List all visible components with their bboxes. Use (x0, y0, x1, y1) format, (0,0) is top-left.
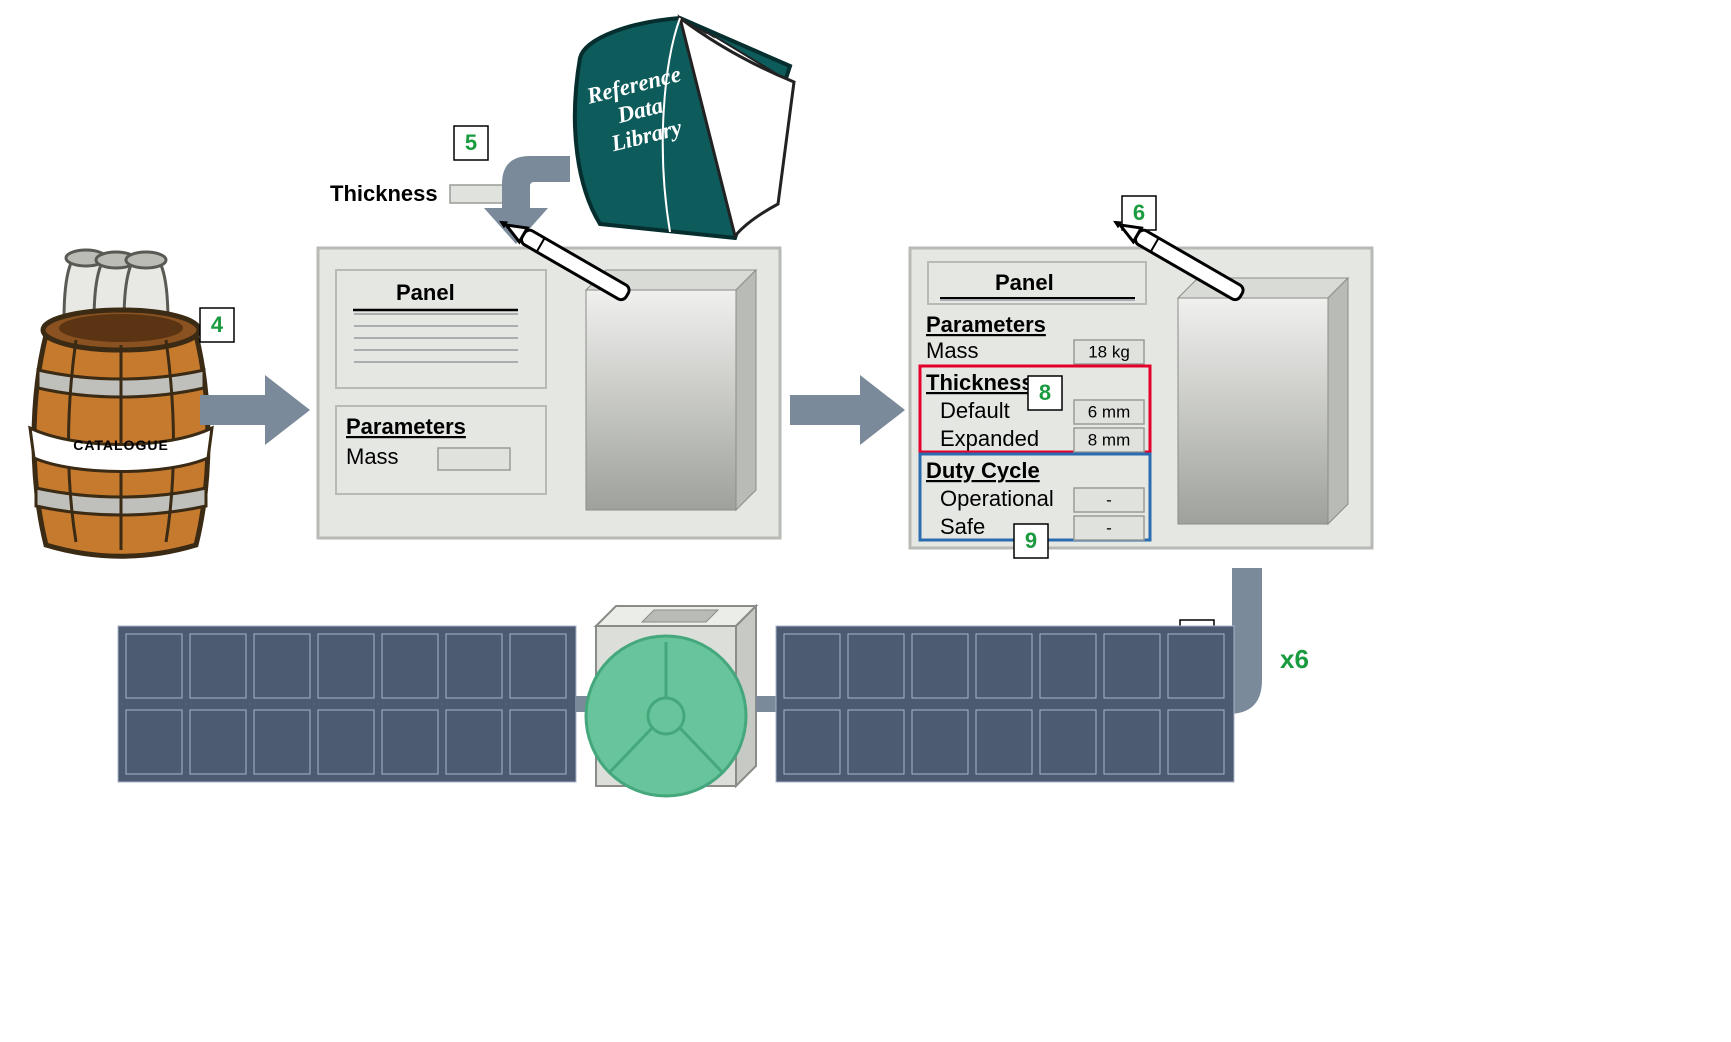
panel2-params-hdr: Parameters (926, 312, 1046, 337)
svg-text:4: 4 (211, 312, 224, 337)
panel2-default-label: Default (940, 398, 1010, 423)
arrow-4 (200, 375, 310, 445)
panel2-default-val: 6 mm (1088, 402, 1131, 421)
panel2-op-label: Operational (940, 486, 1054, 511)
step-4: 4 (200, 308, 234, 342)
panel2-duty-hdr: Duty Cycle (926, 458, 1040, 483)
panel1-title: Panel (396, 280, 455, 305)
catalogue-label: CATALOGUE (73, 437, 169, 453)
catalogue-barrel: CATALOGUE (30, 250, 212, 556)
panel2-mass-val: 18 kg (1088, 342, 1130, 361)
panel2-mass-label: Mass (926, 338, 979, 363)
svg-text:5: 5 (465, 130, 477, 155)
thickness-chip: Thickness (330, 181, 504, 206)
diagram: CATALOGUE 4 Panel Parameters Mass (0, 0, 1731, 1042)
panel1-mass-label: Mass (346, 444, 399, 469)
arrow-6 (790, 375, 905, 445)
panel-2: Panel Parameters Mass 18 kg Thickness De… (910, 248, 1372, 558)
panel2-safe-val: - (1106, 518, 1112, 537)
multiplier: x6 (1280, 644, 1309, 674)
step-5: 5 (454, 126, 488, 160)
panel2-expanded-label: Expanded (940, 426, 1039, 451)
panel1-params-hdr: Parameters (346, 414, 466, 439)
panel2-op-val: - (1106, 490, 1112, 509)
satellite (118, 606, 1234, 796)
panel2-expanded-val: 8 mm (1088, 430, 1131, 449)
svg-text:8: 8 (1039, 380, 1051, 405)
thickness-label: Thickness (330, 181, 438, 206)
svg-text:9: 9 (1025, 528, 1037, 553)
panel2-safe-label: Safe (940, 514, 985, 539)
panel2-title: Panel (995, 270, 1054, 295)
panel-1: Panel Parameters Mass (318, 248, 780, 538)
reference-book: Reference Data Library (575, 18, 794, 238)
svg-text:6: 6 (1133, 200, 1145, 225)
panel2-thick-hdr: Thickness (926, 370, 1034, 395)
